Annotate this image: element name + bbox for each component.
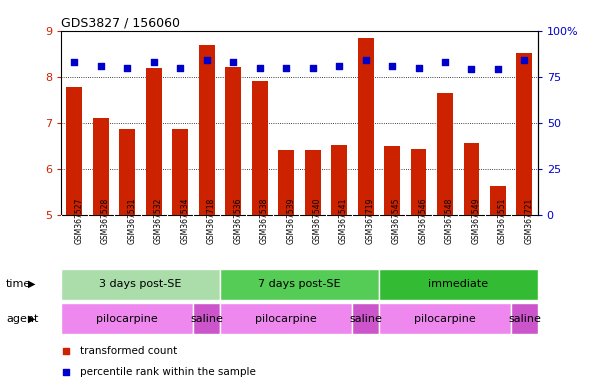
Point bbox=[61, 348, 71, 354]
Text: saline: saline bbox=[508, 314, 541, 324]
Point bbox=[229, 59, 238, 65]
Point bbox=[467, 66, 477, 73]
Bar bbox=[511, 303, 538, 334]
Bar bbox=[119, 129, 135, 215]
Text: GSM367719: GSM367719 bbox=[365, 197, 375, 243]
Text: GSM367528: GSM367528 bbox=[101, 197, 110, 243]
Point bbox=[493, 66, 503, 73]
Bar bbox=[384, 146, 400, 215]
Text: GSM367534: GSM367534 bbox=[180, 197, 189, 244]
Bar bbox=[67, 87, 82, 215]
Text: GSM367545: GSM367545 bbox=[392, 197, 401, 244]
Bar bbox=[61, 303, 194, 334]
Text: GSM367721: GSM367721 bbox=[524, 197, 533, 243]
Bar bbox=[61, 269, 220, 300]
Bar bbox=[278, 150, 294, 215]
Point bbox=[175, 65, 185, 71]
Bar bbox=[252, 81, 268, 215]
Text: pilocarpine: pilocarpine bbox=[414, 314, 476, 324]
Bar bbox=[516, 53, 532, 215]
Bar bbox=[93, 118, 109, 215]
Bar bbox=[353, 303, 379, 334]
Text: GSM367532: GSM367532 bbox=[154, 197, 163, 243]
Point bbox=[360, 57, 370, 63]
Text: GSM367539: GSM367539 bbox=[286, 197, 295, 244]
Text: 3 days post-SE: 3 days post-SE bbox=[100, 279, 181, 289]
Text: GSM367549: GSM367549 bbox=[472, 197, 480, 244]
Text: percentile rank within the sample: percentile rank within the sample bbox=[80, 367, 256, 377]
Bar bbox=[220, 303, 353, 334]
Point bbox=[387, 63, 397, 69]
Text: GSM367536: GSM367536 bbox=[233, 197, 242, 244]
Point bbox=[281, 65, 291, 71]
Point bbox=[519, 57, 529, 63]
Text: GSM367531: GSM367531 bbox=[127, 197, 136, 243]
Bar bbox=[379, 303, 511, 334]
Point bbox=[96, 63, 106, 69]
Bar bbox=[199, 45, 214, 215]
Bar bbox=[172, 129, 188, 215]
Bar bbox=[464, 143, 480, 215]
Point bbox=[149, 59, 159, 65]
Text: GSM367548: GSM367548 bbox=[445, 197, 454, 243]
Bar bbox=[225, 67, 241, 215]
Text: time: time bbox=[6, 279, 31, 289]
Text: immediate: immediate bbox=[428, 279, 488, 289]
Text: GSM367527: GSM367527 bbox=[75, 197, 83, 243]
Bar bbox=[411, 149, 426, 215]
Bar bbox=[331, 144, 347, 215]
Text: GSM367546: GSM367546 bbox=[419, 197, 428, 244]
Text: saline: saline bbox=[190, 314, 223, 324]
Text: GSM367551: GSM367551 bbox=[498, 197, 507, 243]
Bar bbox=[357, 38, 373, 215]
Text: pilocarpine: pilocarpine bbox=[255, 314, 317, 324]
Text: GSM367540: GSM367540 bbox=[313, 197, 321, 244]
Point bbox=[414, 65, 423, 71]
Text: pilocarpine: pilocarpine bbox=[97, 314, 158, 324]
Bar bbox=[146, 68, 162, 215]
Text: agent: agent bbox=[6, 314, 38, 324]
Text: transformed count: transformed count bbox=[80, 346, 177, 356]
Text: saline: saline bbox=[349, 314, 382, 324]
Point bbox=[61, 369, 71, 376]
Text: GDS3827 / 156060: GDS3827 / 156060 bbox=[61, 17, 180, 30]
Point bbox=[70, 59, 79, 65]
Text: GSM367538: GSM367538 bbox=[260, 197, 269, 243]
Text: ▶: ▶ bbox=[27, 314, 35, 324]
Bar bbox=[490, 187, 506, 215]
Bar bbox=[194, 303, 220, 334]
Bar bbox=[437, 93, 453, 215]
Point bbox=[255, 65, 265, 71]
Point bbox=[440, 59, 450, 65]
Text: ▶: ▶ bbox=[27, 279, 35, 289]
Point bbox=[122, 65, 132, 71]
Text: GSM367718: GSM367718 bbox=[207, 197, 216, 243]
Bar bbox=[379, 269, 538, 300]
Point bbox=[334, 63, 344, 69]
Text: GSM367541: GSM367541 bbox=[339, 197, 348, 243]
Bar bbox=[220, 269, 379, 300]
Bar bbox=[305, 150, 321, 215]
Text: 7 days post-SE: 7 days post-SE bbox=[258, 279, 341, 289]
Point bbox=[308, 65, 318, 71]
Point bbox=[202, 57, 211, 63]
